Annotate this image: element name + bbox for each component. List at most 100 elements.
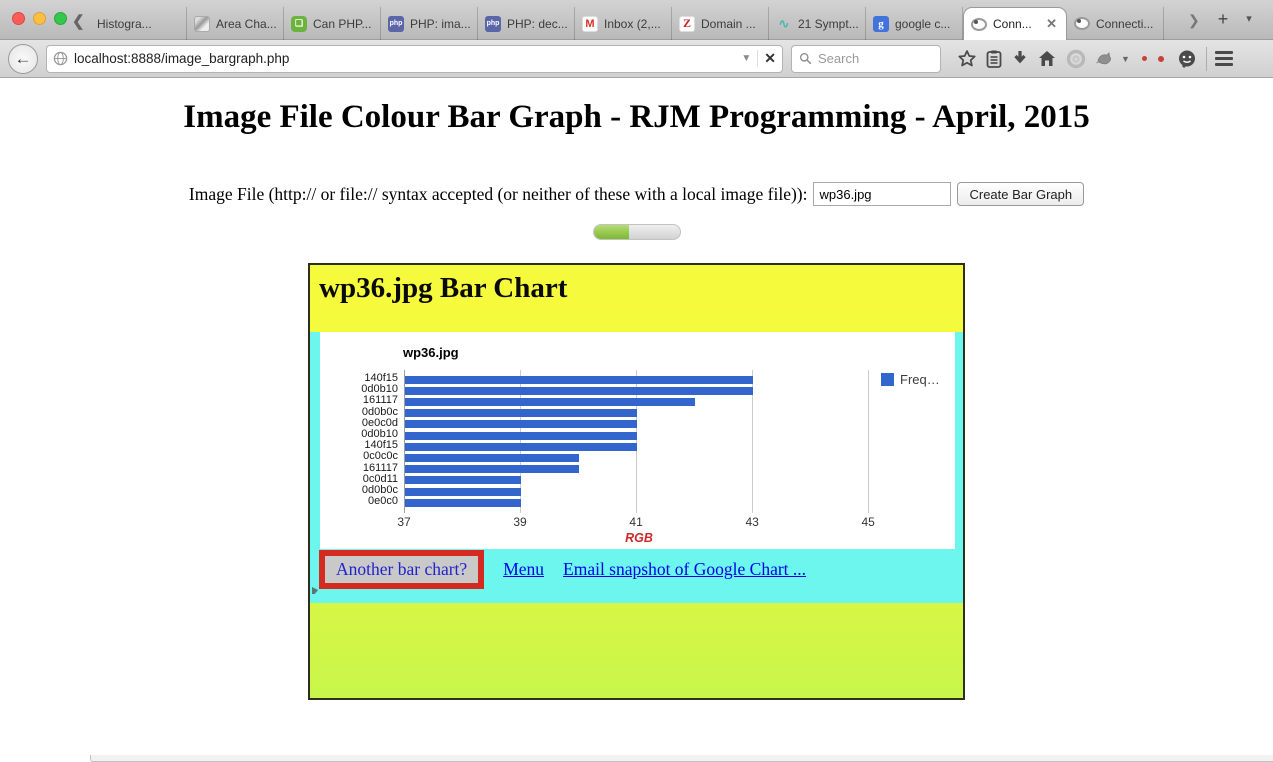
tab-conn-[interactable]: Conn... ✕ bbox=[963, 7, 1067, 40]
chart-links-row: Another bar chart? Menu Email snapshot o… bbox=[319, 550, 806, 589]
y-category-label: 0e0c0d bbox=[361, 416, 398, 429]
search-input[interactable]: Search bbox=[791, 44, 941, 73]
tab-php-dec-[interactable]: php PHP: dec... bbox=[478, 7, 575, 40]
bar-0d0b0c[interactable] bbox=[405, 409, 638, 418]
tab-google-c-[interactable]: g google c... bbox=[866, 7, 963, 40]
bar-140f15[interactable] bbox=[405, 442, 638, 451]
tab-strip: Histogra... Area Cha... ❏ Can PHP... php PHP:… bbox=[90, 7, 1273, 762]
another-bar-chart-link[interactable]: Another bar chart? bbox=[336, 559, 468, 579]
email-snapshot-link[interactable]: Email snapshot of Google Chart ... bbox=[563, 559, 807, 579]
url-bar[interactable]: localhost:8888/image_bargraph.php ▼ ✕ bbox=[46, 44, 783, 73]
y-category-label: 0e0c0 bbox=[368, 495, 398, 508]
tab-label: PHP: dec... bbox=[507, 16, 567, 31]
list-all-tabs-button[interactable]: ▾ bbox=[1246, 13, 1252, 25]
chart-title: wp36.jpg bbox=[403, 345, 459, 360]
navigation-toolbar: ← localhost:8888/image_bargraph.php ▼ ✕ … bbox=[0, 40, 1273, 78]
another-bar-chart-box[interactable]: Another bar chart? bbox=[319, 550, 485, 589]
tab-label: PHP: ima... bbox=[410, 16, 470, 31]
downloads-icon[interactable] bbox=[1011, 49, 1029, 68]
y-category-label: 161117 bbox=[362, 461, 398, 474]
tab-area-cha-[interactable]: Area Cha... bbox=[187, 7, 284, 40]
php-icon: php bbox=[388, 15, 404, 32]
url-text[interactable]: localhost:8888/image_bargraph.php bbox=[74, 51, 290, 66]
x-axis-label: RGB bbox=[625, 531, 653, 545]
bar-161117[interactable] bbox=[405, 398, 696, 406]
bookmark-star-icon[interactable] bbox=[957, 49, 977, 69]
page-title: Image File Colour Bar Graph - RJM Progra… bbox=[183, 99, 1090, 135]
home-icon[interactable] bbox=[1037, 49, 1057, 68]
y-category-label: 0d0b0c bbox=[361, 405, 398, 418]
stop-icon[interactable]: ✕ bbox=[757, 50, 776, 67]
grid-line bbox=[752, 370, 754, 513]
tab-histogra-[interactable]: Histogra... bbox=[90, 7, 1273, 762]
minimize-window-button[interactable] bbox=[33, 12, 46, 25]
tab-label: google c... bbox=[895, 16, 951, 31]
refresh-ring-icon[interactable] bbox=[1065, 48, 1087, 70]
progress-bar bbox=[593, 224, 681, 240]
bar-0c0c0c[interactable] bbox=[405, 454, 580, 462]
image-file-label: Image File (http:// or file:// syntax ac… bbox=[188, 183, 808, 204]
image-file-form: Image File (http:// or file:// syntax ac… bbox=[0, 182, 1273, 206]
globe-icon bbox=[53, 51, 68, 66]
bar-0d0b10[interactable] bbox=[405, 431, 638, 440]
bar-0e0c0[interactable] bbox=[405, 498, 522, 507]
search-placeholder: Search bbox=[818, 51, 860, 66]
x-tick-label: 41 bbox=[629, 515, 643, 529]
menu-hamburger-icon[interactable] bbox=[1214, 51, 1233, 66]
create-bar-graph-button[interactable]: Create Bar Graph bbox=[957, 182, 1085, 206]
tab-label: 21 Sympt... bbox=[798, 16, 858, 31]
bar-0d0b10[interactable] bbox=[405, 386, 754, 395]
bar-161117[interactable] bbox=[405, 465, 580, 474]
scroll-tabs-left-button[interactable]: ❮ bbox=[72, 13, 85, 30]
back-button[interactable]: ← bbox=[8, 43, 38, 74]
tab-inbox-2-[interactable]: M Inbox (2,... bbox=[575, 7, 672, 40]
photo-icon bbox=[194, 15, 210, 32]
gmail-icon: M bbox=[582, 15, 598, 32]
tab-php-ima-[interactable]: php PHP: ima... bbox=[381, 7, 478, 40]
tab-domain-[interactable]: Z Domain ... bbox=[672, 7, 769, 40]
cursor-artifact bbox=[312, 587, 318, 594]
tab-label: Domain ... bbox=[701, 16, 756, 31]
tab-label: Conn... bbox=[993, 17, 1032, 31]
legend-label: Freq… bbox=[900, 372, 940, 387]
bar-0e0c0d[interactable] bbox=[405, 420, 638, 429]
bar-0c0d11[interactable] bbox=[405, 476, 522, 485]
x-tick-label: 45 bbox=[861, 515, 875, 529]
z-icon: Z bbox=[679, 15, 695, 32]
tab-connecti-[interactable]: Connecti... bbox=[1067, 7, 1164, 40]
menu-link[interactable]: Menu bbox=[503, 559, 545, 579]
y-category-label: 0c0d11 bbox=[362, 472, 398, 485]
reading-list-icon[interactable] bbox=[985, 49, 1003, 69]
google-bar-chart: wp36.jpg 37 39 41 43 45 140f15 0d0b10 161117 0d0… bbox=[320, 332, 955, 549]
tab-21-sympt-[interactable]: ∿ 21 Sympt... bbox=[769, 7, 866, 40]
scroll-tabs-right-button[interactable]: ❯ bbox=[1188, 12, 1200, 28]
grid-line bbox=[636, 370, 638, 513]
tab-can-php-[interactable]: ❏ Can PHP... bbox=[284, 7, 381, 40]
y-category-label: 140f15 bbox=[364, 372, 398, 384]
page-content: Image File Colour Bar Graph - RJM Progra… bbox=[0, 78, 1273, 755]
search-icon bbox=[799, 52, 812, 65]
php-icon: php bbox=[485, 15, 501, 32]
tab-strip-controls: ❯ + ▾ bbox=[1188, 9, 1252, 29]
y-category-label: 0d0b0c bbox=[361, 484, 398, 496]
chart-heading: wp36.jpg Bar Chart bbox=[319, 272, 568, 304]
close-tab-icon[interactable]: ✕ bbox=[1046, 16, 1057, 31]
tab-label: Histogra... bbox=[97, 16, 152, 31]
bar-0d0b0c[interactable] bbox=[405, 487, 522, 496]
close-window-button[interactable] bbox=[12, 12, 25, 25]
extension-dropdown-icon[interactable]: ▼ bbox=[1121, 53, 1130, 64]
image-file-input[interactable] bbox=[813, 182, 952, 206]
bar-140f15[interactable] bbox=[405, 375, 754, 384]
grid-line bbox=[520, 370, 522, 513]
y-category-label: 140f15 bbox=[364, 439, 398, 452]
chat-smiley-icon[interactable] bbox=[1176, 48, 1198, 70]
new-tab-button[interactable]: + bbox=[1217, 9, 1229, 29]
grid-line bbox=[404, 370, 405, 513]
zoom-window-button[interactable] bbox=[54, 12, 67, 25]
extension-fox-icon[interactable] bbox=[1095, 51, 1113, 67]
grid-line bbox=[868, 370, 870, 513]
url-dropdown-icon[interactable]: ▼ bbox=[741, 53, 752, 64]
green-bubble-icon: ❏ bbox=[291, 15, 307, 32]
